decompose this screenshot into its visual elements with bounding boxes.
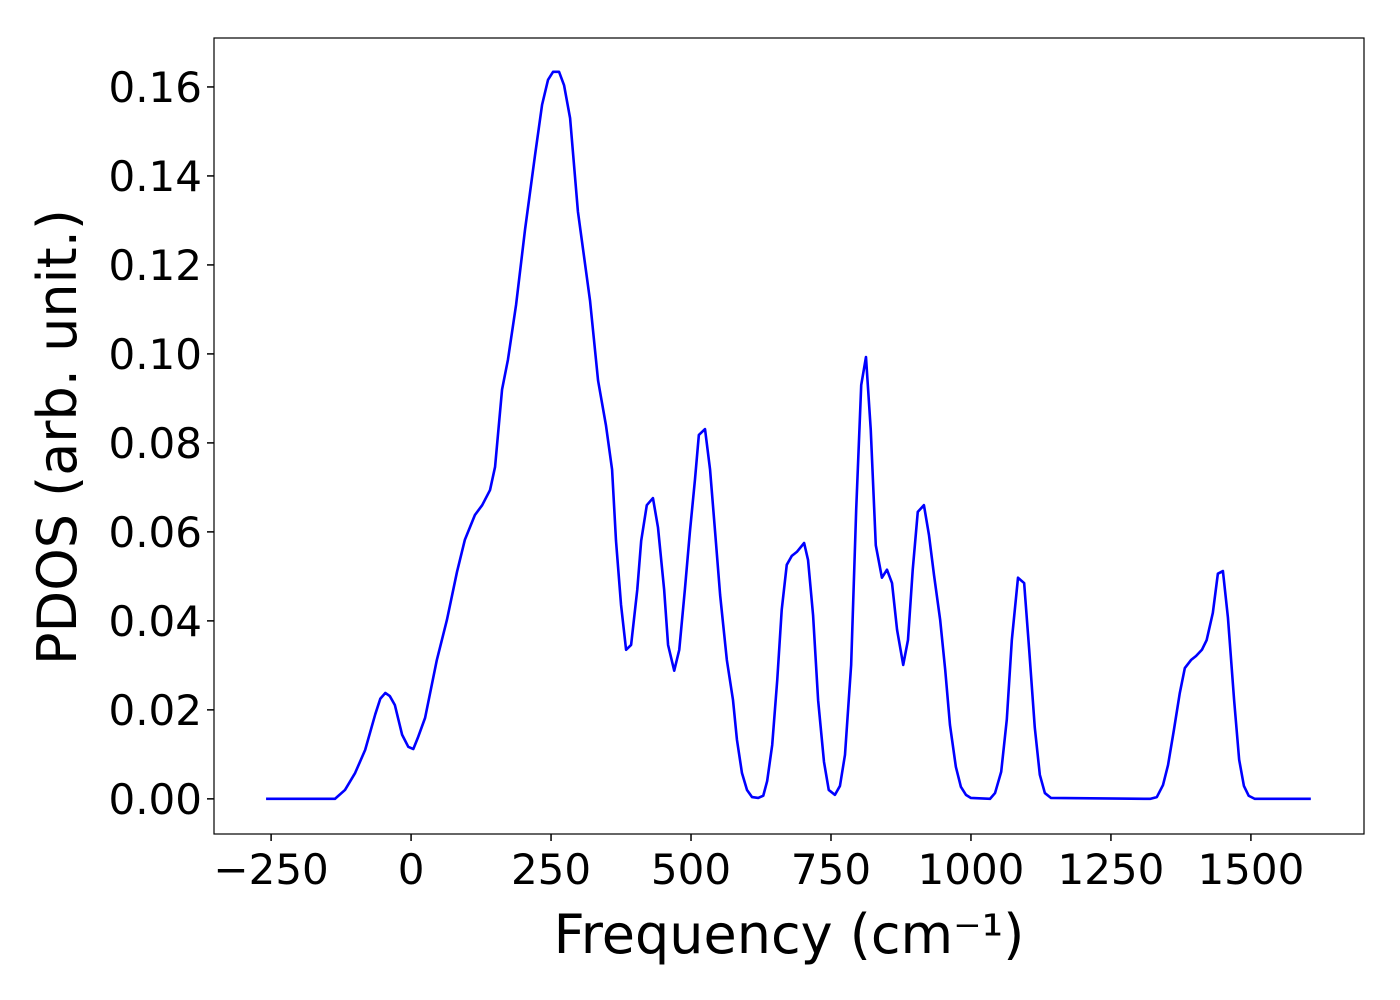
- y-tick-label: 0.02: [108, 686, 202, 735]
- x-tick-label: 0: [398, 845, 425, 894]
- data-line: [266, 70, 1311, 801]
- x-tick-label: 1500: [1197, 845, 1304, 894]
- x-axis-label: Frequency (cm⁻¹): [554, 903, 1025, 966]
- y-tick-label: 0.14: [108, 152, 202, 201]
- y-tick-label: 0.08: [108, 419, 202, 468]
- x-tick-label: 250: [511, 845, 591, 894]
- x-tick-label: 750: [791, 845, 871, 894]
- x-tick-label: −250: [213, 845, 328, 894]
- x-tick-label: 1000: [918, 845, 1025, 894]
- x-tick-label: 500: [651, 845, 731, 894]
- y-tick-label: 0.10: [108, 330, 202, 379]
- y-tick-label: 0.04: [108, 597, 202, 646]
- y-axis-label: PDOS (arb. unit.): [26, 209, 89, 665]
- y-tick-label: 0.00: [108, 775, 202, 824]
- y-tick-label: 0.12: [108, 241, 202, 290]
- y-tick-label: 0.16: [108, 63, 202, 112]
- y-tick-label: 0.06: [108, 508, 202, 557]
- x-tick-label: 1250: [1057, 845, 1164, 894]
- plot-frame: [213, 37, 1365, 835]
